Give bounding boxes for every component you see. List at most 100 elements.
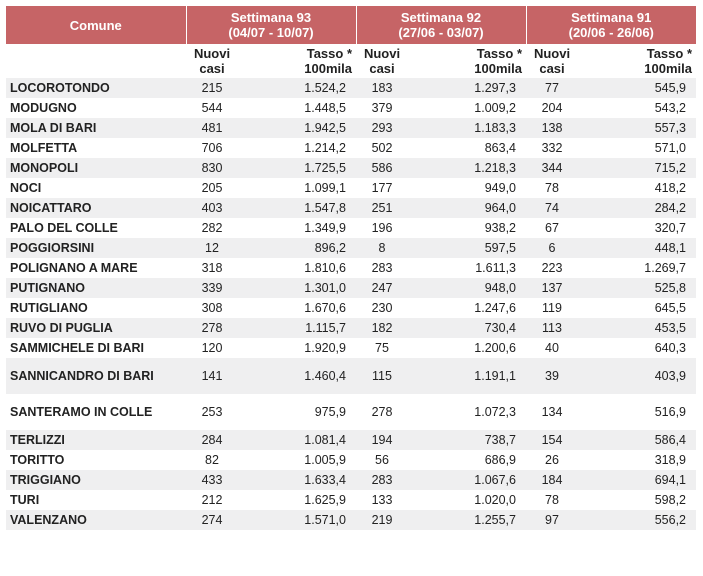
tasso-cell: 975,9 <box>238 394 356 430</box>
comune-name: POGGIORSINI <box>6 238 186 258</box>
nuovi-casi-cell: 278 <box>356 394 408 430</box>
nuovi-casi-cell: 481 <box>186 118 238 138</box>
comune-name: SANTERAMO IN COLLE <box>6 394 186 430</box>
comune-name: SANNICANDRO DI BARI <box>6 358 186 394</box>
nuovi-casi-cell: 194 <box>356 430 408 450</box>
nuovi-casi-cell: 379 <box>356 98 408 118</box>
nuovi-casi-cell: 283 <box>356 470 408 490</box>
tasso-cell: 949,0 <box>408 178 526 198</box>
table-row: MODUGNO 544 1.448,5 379 1.009,2 204 543,2 <box>6 98 696 118</box>
nuovi-casi-cell: 274 <box>186 510 238 530</box>
tasso-cell: 1.020,0 <box>408 490 526 510</box>
comune-name: MODUGNO <box>6 98 186 118</box>
tasso-cell: 896,2 <box>238 238 356 258</box>
comune-name: RUTIGLIANO <box>6 298 186 318</box>
tasso-header: Tasso * 100mila <box>644 46 692 76</box>
nuovi-casi-cell: 433 <box>186 470 238 490</box>
week-header-row: Comune Settimana 93 (04/07 - 10/07) Sett… <box>6 6 696 44</box>
tasso-cell: 1.081,4 <box>238 430 356 450</box>
tasso-cell: 1.200,6 <box>408 338 526 358</box>
tasso-cell: 938,2 <box>408 218 526 238</box>
tasso-cell: 1.009,2 <box>408 98 526 118</box>
week-91-title: Settimana 91 <box>571 10 652 25</box>
nuovi-casi-cell: 219 <box>356 510 408 530</box>
nuovi-casi-cell: 40 <box>526 338 578 358</box>
week-91-range: (20/06 - 26/06) <box>568 25 654 40</box>
column-header-row: Nuovi casi Tasso * 100mila Nuovi casi Tasso… <box>6 44 696 78</box>
comune-name: MOLA DI BARI <box>6 118 186 138</box>
tasso-cell: 1.633,4 <box>238 470 356 490</box>
nuovi-casi-cell: 332 <box>526 138 578 158</box>
nuovi-casi-cell: 196 <box>356 218 408 238</box>
tasso-cell: 571,0 <box>578 138 696 158</box>
tasso-cell: 738,7 <box>408 430 526 450</box>
nuovi-casi-cell: 184 <box>526 470 578 490</box>
nuovi-casi-cell: 78 <box>526 490 578 510</box>
nuovi-casi-cell: 115 <box>356 358 408 394</box>
tasso-cell: 1.072,3 <box>408 394 526 430</box>
week-92-title: Settimana 92 <box>400 10 482 25</box>
week-91-header: Settimana 91 (20/06 - 26/06) <box>526 6 696 44</box>
nuovi-casi-cell: 215 <box>186 78 238 98</box>
tasso-cell: 1.670,6 <box>238 298 356 318</box>
comune-name: PALO DEL COLLE <box>6 218 186 238</box>
nuovi-casi-cell: 74 <box>526 198 578 218</box>
comune-name: LOCOROTONDO <box>6 78 186 98</box>
tasso-cell: 1.269,7 <box>578 258 696 278</box>
tasso-cell: 1.920,9 <box>238 338 356 358</box>
comune-header: Comune <box>6 6 187 44</box>
tasso-cell: 1.725,5 <box>238 158 356 178</box>
nuovi-casi-header: Nuovi casi <box>193 46 231 76</box>
tasso-cell: 557,3 <box>578 118 696 138</box>
tasso-cell: 645,5 <box>578 298 696 318</box>
table-row: SANTERAMO IN COLLE 253 975,9 278 1.072,3 134 5… <box>6 394 696 430</box>
comune-name: TRIGGIANO <box>6 470 186 490</box>
nuovi-casi-cell: 212 <box>186 490 238 510</box>
nuovi-casi-cell: 586 <box>356 158 408 178</box>
comune-name: VALENZANO <box>6 510 186 530</box>
comune-name: TERLIZZI <box>6 430 186 450</box>
nuovi-casi-cell: 251 <box>356 198 408 218</box>
nuovi-casi-cell: 134 <box>526 394 578 430</box>
nuovi-casi-cell: 403 <box>186 198 238 218</box>
tasso-cell: 1.191,1 <box>408 358 526 394</box>
tasso-cell: 318,9 <box>578 450 696 470</box>
nuovi-casi-cell: 544 <box>186 98 238 118</box>
nuovi-casi-cell: 308 <box>186 298 238 318</box>
nuovi-casi-cell: 204 <box>526 98 578 118</box>
nuovi-casi-cell: 830 <box>186 158 238 178</box>
nuovi-casi-cell: 183 <box>356 78 408 98</box>
nuovi-casi-cell: 120 <box>186 338 238 358</box>
nuovi-casi-cell: 12 <box>186 238 238 258</box>
table-row: SANNICANDRO DI BARI 141 1.460,4 115 1.191,1 3… <box>6 358 696 394</box>
tasso-cell: 1.810,6 <box>238 258 356 278</box>
table-body: LOCOROTONDO 215 1.524,2 183 1.297,3 77 545,9 MO… <box>6 78 696 530</box>
comune-name: PUTIGNANO <box>6 278 186 298</box>
nuovi-casi-cell: 77 <box>526 78 578 98</box>
tasso-cell: 1.611,3 <box>408 258 526 278</box>
nuovi-casi-cell: 6 <box>526 238 578 258</box>
tasso-cell: 1.255,7 <box>408 510 526 530</box>
tasso-cell: 598,2 <box>578 490 696 510</box>
nuovi-casi-cell: 67 <box>526 218 578 238</box>
comune-subheader <box>6 44 186 78</box>
week-92-range: (27/06 - 03/07) <box>398 25 484 40</box>
nuovi-casi-cell: 138 <box>526 118 578 138</box>
comune-name: TURI <box>6 490 186 510</box>
table-row: PUTIGNANO 339 1.301,0 247 948,0 137 525,8 <box>6 278 696 298</box>
tasso-cell: 543,2 <box>578 98 696 118</box>
tasso-cell: 1.547,8 <box>238 198 356 218</box>
comune-name: TORITTO <box>6 450 186 470</box>
nuovi-casi-cell: 8 <box>356 238 408 258</box>
nuovi-casi-cell: 113 <box>526 318 578 338</box>
table-row: TERLIZZI 284 1.081,4 194 738,7 154 586,4 <box>6 430 696 450</box>
nuovi-casi-cell: 97 <box>526 510 578 530</box>
table-row: TRIGGIANO 433 1.633,4 283 1.067,6 184 694,1 <box>6 470 696 490</box>
nuovi-casi-cell: 182 <box>356 318 408 338</box>
tasso-cell: 453,5 <box>578 318 696 338</box>
tasso-cell: 1.448,5 <box>238 98 356 118</box>
tasso-cell: 418,2 <box>578 178 696 198</box>
cases-table: Comune Settimana 93 (04/07 - 10/07) Sett… <box>6 6 696 530</box>
tasso-cell: 1.214,2 <box>238 138 356 158</box>
table-row: TURI 212 1.625,9 133 1.020,0 78 598,2 <box>6 490 696 510</box>
